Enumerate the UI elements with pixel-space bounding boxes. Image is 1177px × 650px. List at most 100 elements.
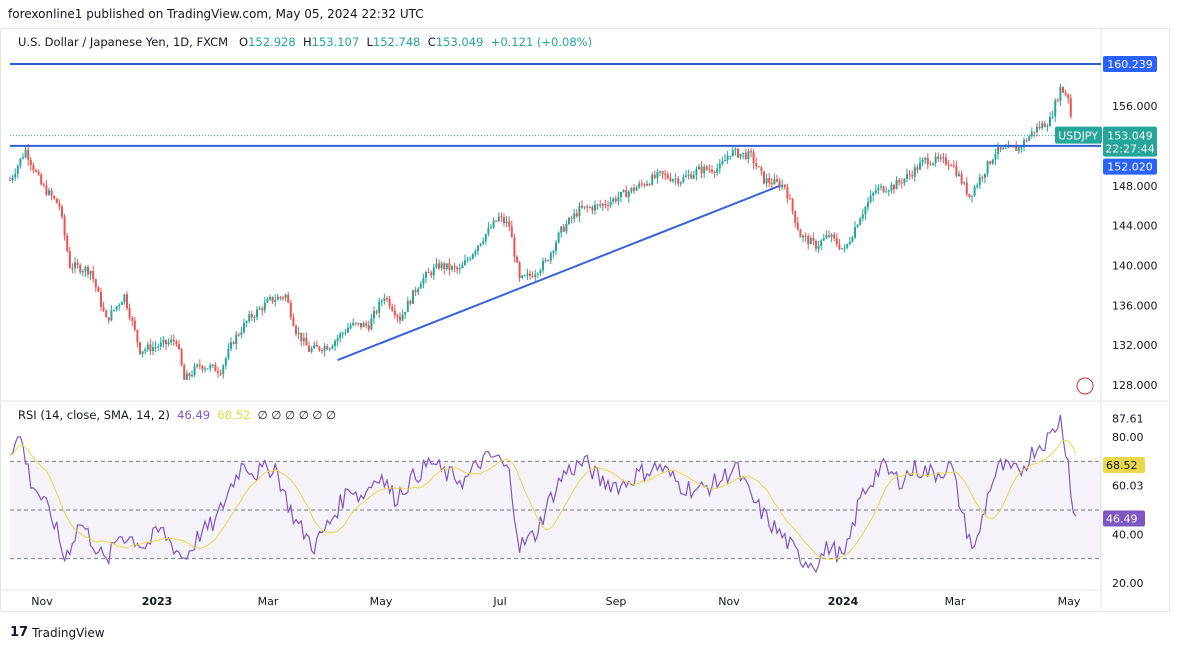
time-tick: Mar xyxy=(945,595,966,608)
candle-body xyxy=(921,159,924,163)
candle-body xyxy=(367,325,370,330)
rsi-tick: 20.00 xyxy=(1112,577,1144,590)
candle-body xyxy=(360,322,362,328)
candle-body xyxy=(22,157,24,159)
candle-body xyxy=(1043,123,1046,127)
candle-body xyxy=(685,175,687,178)
candle-body xyxy=(16,165,19,174)
candle-body xyxy=(973,187,976,196)
rsi-label-bg xyxy=(1103,510,1145,527)
candle-body xyxy=(781,184,784,188)
candle-body xyxy=(126,294,128,309)
candle-body xyxy=(638,183,641,188)
candle-body xyxy=(81,271,84,273)
candle-body xyxy=(942,157,945,159)
countdown-label: 22:27:44 xyxy=(1105,143,1154,156)
candle-body xyxy=(614,198,617,202)
candle-body xyxy=(1002,147,1005,150)
candle-body xyxy=(120,302,123,305)
price-label: 160.239 xyxy=(1107,58,1153,71)
tradingview-logo[interactable]: 17 TradingView xyxy=(10,625,105,640)
symbol-name: U.S. Dollar / Japanese Yen, 1D, FXCM xyxy=(18,35,229,49)
candle-body xyxy=(601,203,604,206)
candle-body xyxy=(375,311,378,313)
candle-body xyxy=(1062,86,1064,93)
candle-body xyxy=(453,266,456,268)
candle-body xyxy=(534,274,537,277)
candle-body xyxy=(562,226,565,232)
candle-body xyxy=(482,240,485,244)
candle-body xyxy=(955,165,958,176)
candle-body xyxy=(1017,147,1020,151)
candle-body xyxy=(341,333,344,335)
candle-body xyxy=(136,329,139,343)
candle-body xyxy=(989,161,992,164)
time-tick: Nov xyxy=(31,595,53,608)
candle-body xyxy=(490,227,492,229)
candle-body xyxy=(1041,123,1044,129)
candle-body xyxy=(820,240,823,246)
candle-body xyxy=(427,272,430,274)
candle-body xyxy=(843,247,846,249)
candle-body xyxy=(417,288,420,293)
candle-body xyxy=(287,294,290,303)
candle-body xyxy=(880,186,882,188)
candle-body xyxy=(253,317,256,319)
candle-body xyxy=(53,195,56,199)
candle-body xyxy=(911,175,914,177)
candle-body xyxy=(690,174,693,179)
candle-body xyxy=(937,156,940,159)
candle-body xyxy=(66,235,69,252)
candle-body xyxy=(419,284,422,289)
time-tick: Mar xyxy=(258,595,279,608)
candle-body xyxy=(154,346,157,348)
candle-body xyxy=(193,366,196,375)
candle-body xyxy=(508,221,511,227)
candle-body xyxy=(882,186,885,192)
candle-body xyxy=(591,207,594,211)
candle-body xyxy=(261,308,264,311)
candle-body xyxy=(1049,116,1051,127)
candle-body xyxy=(209,365,212,369)
candle-body xyxy=(570,217,573,219)
candle-body xyxy=(802,235,804,238)
time-tick: 2023 xyxy=(142,595,173,608)
candle-body xyxy=(783,184,786,188)
candle-body xyxy=(487,227,490,234)
candle-body xyxy=(222,365,225,375)
candle-body xyxy=(118,304,121,307)
rsi-tick: 60.03 xyxy=(1112,480,1144,493)
candle-body xyxy=(313,344,316,349)
candle-body xyxy=(919,162,921,170)
candle-body xyxy=(27,149,30,160)
candle-body xyxy=(170,339,173,343)
candle-body xyxy=(978,177,981,186)
candle-body xyxy=(500,216,503,218)
candle-body xyxy=(547,260,550,262)
candle-body xyxy=(718,164,721,169)
candle-body xyxy=(929,164,932,166)
candle-body xyxy=(609,201,612,206)
candle-body xyxy=(240,332,243,335)
candle-body xyxy=(924,157,927,160)
candle-body xyxy=(830,234,833,237)
candle-body xyxy=(396,315,399,317)
candle-body xyxy=(183,365,186,380)
candle-body xyxy=(14,173,17,178)
candle-body xyxy=(796,222,799,230)
candle-body xyxy=(968,194,971,197)
candle-body xyxy=(1059,86,1062,101)
candle-body xyxy=(492,220,495,228)
candle-body xyxy=(235,334,238,344)
candle-body xyxy=(373,311,375,319)
candle-body xyxy=(318,346,321,350)
candle-body xyxy=(422,277,425,285)
candle-body xyxy=(856,225,859,228)
candle-body xyxy=(430,272,433,276)
candle-body xyxy=(747,151,750,160)
time-tick: 2024 xyxy=(828,595,859,608)
candle-body xyxy=(393,310,396,316)
candle-body xyxy=(269,296,271,300)
candle-body xyxy=(139,342,141,354)
